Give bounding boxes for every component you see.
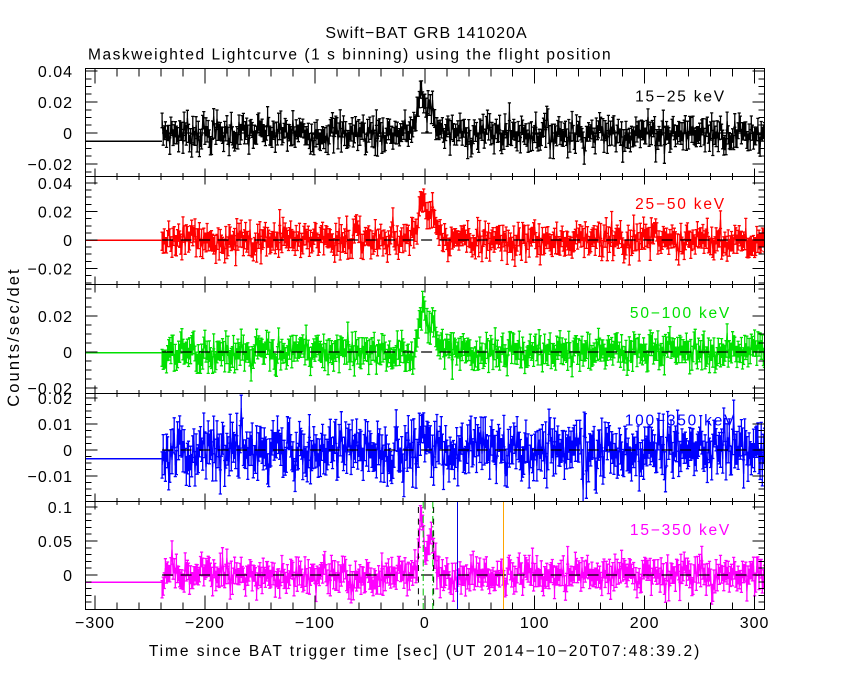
svg-text:0.02: 0.02 (38, 204, 73, 221)
svg-text:50−100 keV: 50−100 keV (630, 305, 731, 322)
svg-text:0: 0 (63, 345, 73, 362)
svg-text:0.02: 0.02 (38, 95, 73, 112)
svg-text:15−350 keV: 15−350 keV (630, 522, 731, 539)
svg-text:0.04: 0.04 (38, 176, 73, 193)
svg-text:−0.02: −0.02 (28, 381, 73, 398)
svg-text:0: 0 (63, 233, 73, 250)
svg-text:0.1: 0.1 (48, 500, 73, 517)
svg-text:0.01: 0.01 (38, 417, 73, 434)
svg-text:0.04: 0.04 (38, 64, 73, 81)
svg-text:0.05: 0.05 (38, 534, 73, 551)
svg-text:0.02: 0.02 (38, 391, 73, 408)
svg-text:15−25 keV: 15−25 keV (635, 89, 726, 106)
svg-text:100−350 keV: 100−350 keV (625, 412, 737, 429)
svg-text:−300: −300 (75, 615, 115, 632)
svg-text:0: 0 (63, 126, 73, 143)
svg-text:Time since BAT trigger time [s: Time since BAT trigger time [sec] (UT 20… (149, 643, 701, 660)
svg-text:25−50 keV: 25−50 keV (635, 196, 726, 213)
svg-text:−100: −100 (295, 615, 335, 632)
svg-text:Counts/sec/det: Counts/sec/det (5, 267, 23, 406)
svg-text:−0.02: −0.02 (28, 261, 73, 278)
svg-text:−0.02: −0.02 (28, 157, 73, 174)
svg-text:Maskweighted Lightcurve (1 s b: Maskweighted Lightcurve (1 s binning) us… (88, 47, 612, 64)
svg-text:−0.01: −0.01 (28, 469, 73, 486)
svg-text:100: 100 (520, 615, 550, 632)
svg-text:0: 0 (63, 568, 73, 585)
svg-text:−200: −200 (185, 615, 225, 632)
svg-text:0: 0 (63, 443, 73, 460)
svg-text:200: 200 (630, 615, 660, 632)
svg-text:300: 300 (740, 615, 770, 632)
svg-text:0: 0 (420, 615, 430, 632)
svg-text:Swift−BAT GRB 141020A: Swift−BAT GRB 141020A (325, 25, 527, 42)
svg-text:0.02: 0.02 (38, 309, 73, 326)
